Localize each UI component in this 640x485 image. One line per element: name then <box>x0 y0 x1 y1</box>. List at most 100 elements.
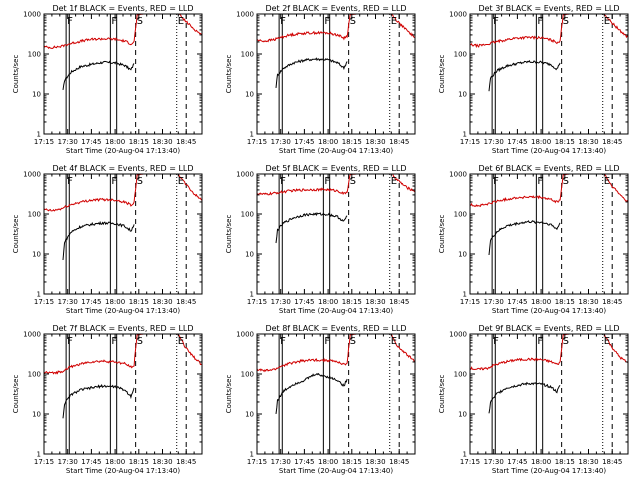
panel-1: Det 1f BLACK = Events, RED = LLD F F S E 1 10 1… <box>12 4 203 155</box>
panel-6: Det 6f BLACK = Events, RED = LLD F F S E 1 10 1… <box>438 164 629 315</box>
x-axis-label: Start Time (20-Aug-04 17:13:40) <box>279 467 393 475</box>
marker-label-e: E <box>178 336 184 347</box>
x-axis-label: Start Time (20-Aug-04 17:13:40) <box>66 467 180 475</box>
x-tick-label: 17:30 <box>58 298 78 306</box>
x-tick-label: 18:15 <box>342 298 362 306</box>
marker-label-e: E <box>178 176 184 187</box>
x-tick-label: 17:30 <box>271 298 291 306</box>
y-tick-label: 1 <box>463 291 467 299</box>
y-tick-label: 1000 <box>23 171 41 179</box>
lld-series-line <box>257 14 415 43</box>
y-tick-label: 100 <box>241 211 254 219</box>
x-tick-label: 18:00 <box>105 458 125 466</box>
y-tick-label: 10 <box>458 251 467 259</box>
x-tick-label: 17:45 <box>507 298 527 306</box>
lld-series-line <box>257 174 415 196</box>
x-tick-label: 18:30 <box>578 298 598 306</box>
marker-label-f: F <box>493 16 499 27</box>
x-axis-label: Start Time (20-Aug-04 17:13:40) <box>66 307 180 315</box>
panel-title: Det 7f BLACK = Events, RED = LLD <box>52 324 193 333</box>
events-series-line <box>62 220 135 261</box>
marker-lines <box>65 334 187 454</box>
marker-label-f: F <box>493 176 499 187</box>
x-tick-label: 18:15 <box>555 138 575 146</box>
x-tick-label: 18:00 <box>105 138 125 146</box>
x-tick-label: 17:15 <box>460 458 480 466</box>
y-axis-label: Counts/sec <box>225 215 233 254</box>
y-axis-label: Counts/sec <box>438 215 446 254</box>
panel-title: Det 9f BLACK = Events, RED = LLD <box>478 324 619 333</box>
x-tick-label: 17:15 <box>460 138 480 146</box>
series-group <box>257 174 415 244</box>
plot-frame <box>43 173 203 295</box>
marker-label-s: S <box>350 336 356 347</box>
x-tick-label: 17:45 <box>507 138 527 146</box>
lld-series-line <box>44 174 202 212</box>
y-tick-label: 100 <box>241 371 254 379</box>
marker-label-s: S <box>137 336 143 347</box>
panel-title: Det 2f BLACK = Events, RED = LLD <box>265 4 406 13</box>
x-tick-label: 17:30 <box>271 138 291 146</box>
marker-label-f: F <box>324 176 330 187</box>
x-tick-label: 18:30 <box>365 458 385 466</box>
series-group <box>44 14 202 90</box>
marker-label-s: S <box>137 16 143 27</box>
x-tick-label: 18:45 <box>389 298 409 306</box>
marker-label-f: F <box>67 16 73 27</box>
y-tick-label: 1 <box>37 451 41 459</box>
x-tick-label: 18:30 <box>365 298 385 306</box>
marker-lines <box>278 14 400 134</box>
y-axis-label: Counts/sec <box>12 215 20 254</box>
lld-series-line <box>470 174 628 208</box>
panel-4: Det 4f BLACK = Events, RED = LLD F F S E 1 10 1… <box>12 164 203 315</box>
y-tick-label: 1000 <box>449 11 467 19</box>
marker-label-f: F <box>111 336 117 347</box>
x-tick-label: 17:45 <box>294 458 314 466</box>
x-tick-label: 18:45 <box>602 298 622 306</box>
series-group <box>44 174 202 261</box>
x-tick-label: 17:15 <box>460 298 480 306</box>
x-tick-label: 18:00 <box>105 298 125 306</box>
marker-lines <box>278 334 400 454</box>
events-series-line <box>488 220 561 256</box>
events-series-line <box>62 60 135 90</box>
marker-lines <box>491 174 613 294</box>
x-tick-label: 18:00 <box>318 298 338 306</box>
marker-lines <box>491 334 613 454</box>
x-tick-label: 17:15 <box>247 458 267 466</box>
x-tick-label: 18:45 <box>389 138 409 146</box>
y-tick-label: 10 <box>458 91 467 99</box>
panel-3: Det 3f BLACK = Events, RED = LLD F F S E 1 10 1… <box>438 4 629 155</box>
panel-9: Det 9f BLACK = Events, RED = LLD F F S E 1 10 1… <box>438 324 629 475</box>
panel-title: Det 3f BLACK = Events, RED = LLD <box>478 4 619 13</box>
panel-title: Det 1f BLACK = Events, RED = LLD <box>52 4 193 13</box>
y-tick-label: 1 <box>250 131 254 139</box>
x-tick-label: 17:45 <box>294 298 314 306</box>
y-tick-label: 100 <box>454 51 467 59</box>
x-tick-label: 18:00 <box>318 138 338 146</box>
events-series-line <box>488 381 561 414</box>
y-tick-label: 1 <box>463 451 467 459</box>
events-series-line <box>275 372 348 414</box>
marker-label-f: F <box>67 336 73 347</box>
y-tick-label: 10 <box>245 411 254 419</box>
x-tick-label: 17:15 <box>247 298 267 306</box>
marker-label-e: E <box>391 336 397 347</box>
y-tick-label: 1000 <box>236 331 254 339</box>
marker-label-f: F <box>111 176 117 187</box>
x-tick-label: 17:30 <box>484 298 504 306</box>
panel-7: Det 7f BLACK = Events, RED = LLD F F S E 1 10 1… <box>12 324 203 475</box>
x-tick-label: 18:30 <box>578 458 598 466</box>
lld-series-line <box>257 334 415 373</box>
x-tick-label: 18:45 <box>602 458 622 466</box>
marker-label-s: S <box>137 176 143 187</box>
marker-label-f: F <box>537 16 543 27</box>
y-tick-label: 1000 <box>23 331 41 339</box>
plot-frame <box>43 333 203 455</box>
x-tick-label: 17:45 <box>81 298 101 306</box>
panel-title: Det 4f BLACK = Events, RED = LLD <box>52 164 193 173</box>
plot-frame <box>43 13 203 135</box>
x-tick-label: 18:45 <box>602 138 622 146</box>
plot-frame <box>469 173 629 295</box>
